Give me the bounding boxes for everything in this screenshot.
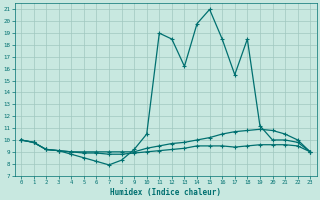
X-axis label: Humidex (Indice chaleur): Humidex (Indice chaleur) — [110, 188, 221, 197]
